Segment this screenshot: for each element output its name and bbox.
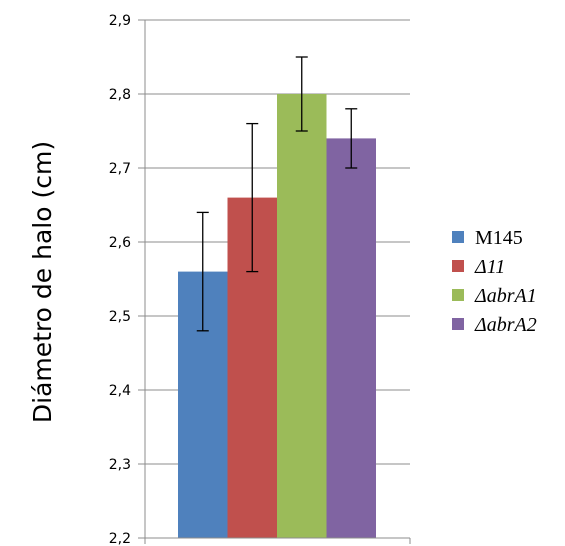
legend-item: ΔabrA2 [452,314,537,336]
legend-swatch [452,289,464,301]
error-bar-4 [345,108,358,169]
y-tick-label: 2,2 [109,531,131,546]
legend-label: Δ11 [474,256,505,278]
y-tick-label: 2,8 [109,87,131,103]
error-bar-1 [196,211,209,332]
y-tick-label: 2,5 [109,309,131,325]
bars [178,94,376,538]
y-tick-label: 2,9 [109,13,131,29]
legend-label: ΔabrA1 [474,285,537,307]
error-bars [196,56,358,332]
legend-label: ΔabrA2 [474,314,537,336]
y-tick-labels: 2,2 2,3 2,4 2,5 2,6 2,7 2,8 2,9 [109,13,131,546]
legend-item: M145 [452,227,523,249]
legend-item: Δ11 [452,256,505,278]
y-tick-label: 2,3 [109,457,131,473]
legend-swatch [452,260,464,272]
y-tick-label: 2,6 [109,235,131,251]
legend: M145 Δ11 ΔabrA1 ΔabrA2 [452,227,537,336]
legend-swatch [452,318,464,330]
bar-4 [326,138,376,538]
y-tick-label: 2,4 [109,383,131,399]
axes [138,19,411,544]
y-tick-label: 2,7 [109,161,131,177]
y-axis-label: Diámetro de halo (cm) [28,141,57,423]
legend-item: ΔabrA1 [452,285,537,307]
legend-swatch [452,231,464,243]
error-bar-2 [246,122,259,273]
error-bar-3 [295,56,308,132]
bar-3 [277,94,327,538]
legend-label: M145 [475,227,523,249]
